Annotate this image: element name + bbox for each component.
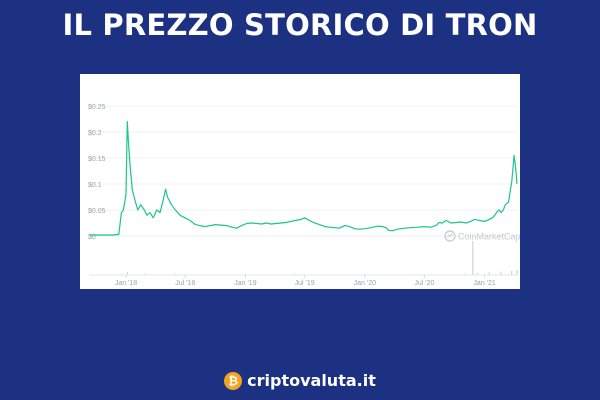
- x-tick-label: Jul '20: [414, 280, 434, 287]
- price-chart: $0.25 $0.2 $0.15 $0.1 $0.05 $0 CoinMarketCap …: [80, 74, 520, 289]
- x-tick-label: Jan '21: [473, 280, 495, 287]
- volume-bar: [294, 273, 296, 275]
- x-axis-ticks: Jan '18 Jul '18 Jan '19 Jul '19 Jan '20 Jul '…: [115, 275, 496, 287]
- y-axis-ticks: $0.25 $0.2 $0.15 $0.1 $0.05 $0: [88, 104, 106, 241]
- volume-bar: [516, 269, 518, 275]
- price-chart-svg: $0.25$0.2$0.15$0.1$0.05$0 CoinMarketCap …: [88, 104, 520, 287]
- volume-bar: [174, 273, 176, 275]
- y-tick-label: $0.1: [88, 182, 102, 189]
- volume-bar: [126, 272, 128, 275]
- y-tick-label: $0.05: [88, 208, 106, 215]
- volume-bar: [464, 273, 466, 275]
- volume-bar: [144, 273, 146, 275]
- x-tick-label: Jan '20: [354, 280, 376, 287]
- x-tick-label: Jul '18: [175, 280, 195, 287]
- brand-footer: ₿ criptovaluta.it: [0, 371, 600, 390]
- coinmarketcap-logo-icon: [444, 230, 456, 242]
- brand-name: criptovaluta.it: [247, 371, 376, 390]
- y-tick-label: $0.2: [88, 130, 102, 137]
- volume-bar: [472, 241, 474, 275]
- page-title: IL PREZZO STORICO DI TRON: [62, 8, 538, 42]
- price-series-line: [90, 121, 518, 236]
- volume-bar: [488, 272, 490, 275]
- x-tick-label: Jan '19: [234, 280, 256, 287]
- bitcoin-logo-icon: ₿: [224, 371, 243, 390]
- volume-bars: [89, 241, 518, 275]
- volume-bar: [476, 273, 478, 275]
- volume-bar: [121, 273, 123, 275]
- volume-bar: [511, 270, 513, 275]
- coinmarketcap-watermark: CoinMarketCap: [444, 230, 520, 242]
- y-tick-label: $0.25: [88, 104, 106, 111]
- x-tick-label: Jan '18: [115, 280, 137, 287]
- coinmarketcap-watermark-text: CoinMarketCap: [458, 232, 520, 242]
- y-tick-label: $0: [88, 234, 96, 241]
- y-tick-label: $0.15: [88, 156, 106, 163]
- x-tick-label: Jul '19: [295, 280, 315, 287]
- volume-bar: [500, 271, 502, 275]
